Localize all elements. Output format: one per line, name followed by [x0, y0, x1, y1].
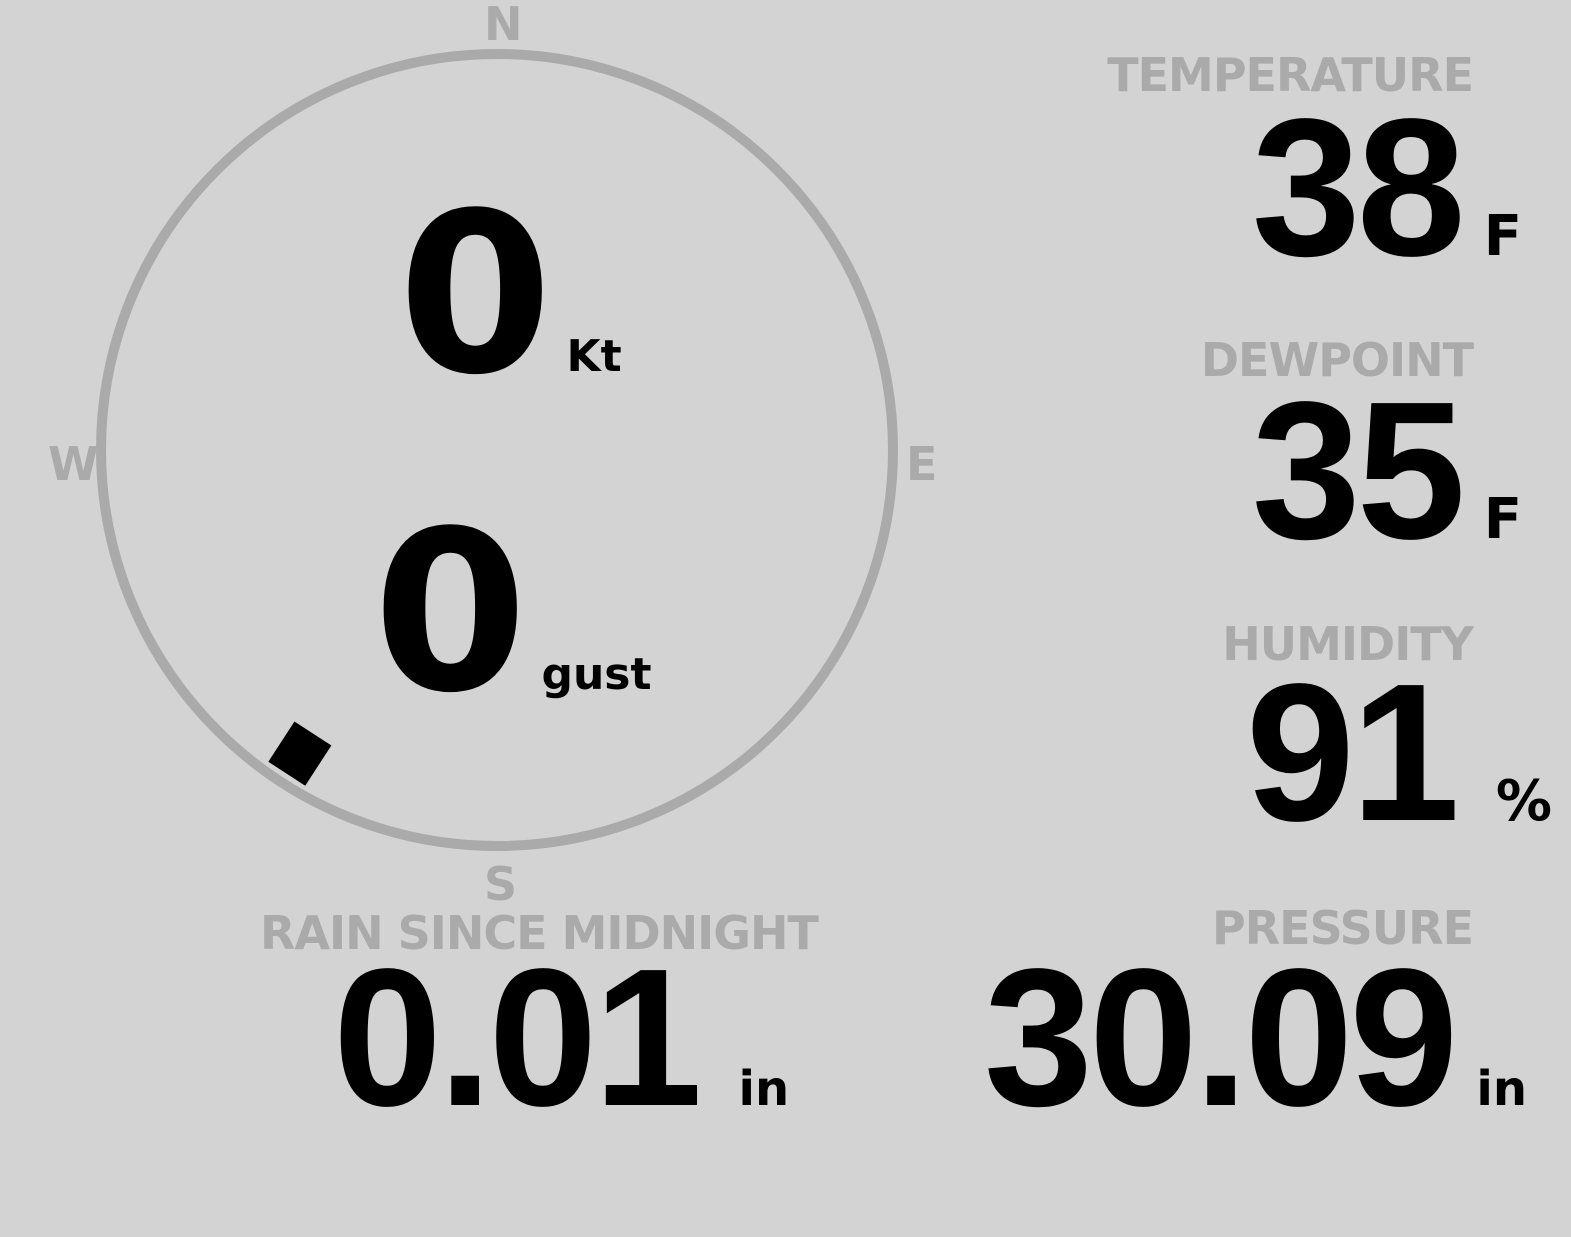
wind-speed: 0 Kt [398, 184, 622, 406]
temperature-label: TEMPERATURE [1107, 48, 1474, 102]
pressure-label: PRESSURE [1212, 901, 1474, 955]
wind-speed-unit: Kt [566, 331, 622, 382]
rain-value: 0.01 [333, 928, 702, 1147]
humidity-label: HUMIDITY [1222, 617, 1474, 671]
rain-label: RAIN SINCE MIDNIGHT [260, 906, 819, 960]
dewpoint-value: 35 [1251, 361, 1466, 580]
wind-speed-value: 0 [398, 166, 553, 424]
dewpoint-label: DEWPOINT [1200, 333, 1474, 387]
temperature-reading: 38 F [1252, 90, 1522, 286]
pressure-reading: 30.09 in [984, 940, 1527, 1136]
rain-reading: 0.01 in [333, 940, 789, 1136]
wind-gust-unit: gust [541, 649, 652, 700]
wind-gust-value: 0 [373, 484, 528, 742]
compass-ring [96, 49, 898, 851]
wind-direction-marker [268, 721, 332, 786]
humidity-value: 91 [1245, 643, 1460, 862]
temperature-unit: F [1483, 204, 1522, 269]
pressure-unit: in [1476, 1061, 1527, 1117]
compass-west: W [48, 437, 99, 491]
temperature-value: 38 [1251, 78, 1466, 297]
dewpoint-reading: 35 F [1252, 373, 1522, 569]
compass-south: S [484, 857, 518, 911]
rain-unit: in [738, 1061, 790, 1117]
compass-north: N [484, 0, 523, 51]
humidity-unit: % [1495, 769, 1552, 834]
dewpoint-unit: F [1483, 487, 1522, 552]
wind-gust: 0 gust [373, 502, 652, 724]
pressure-value: 30.09 [983, 928, 1458, 1147]
humidity-reading: 91% [1246, 655, 1552, 851]
compass-east: E [906, 437, 938, 491]
